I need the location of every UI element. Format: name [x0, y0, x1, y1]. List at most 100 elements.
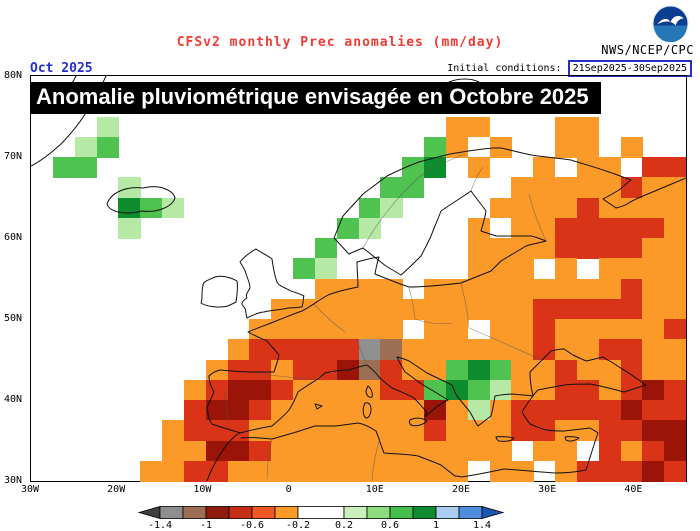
anomaly-cell — [511, 298, 534, 320]
anomaly-cell — [576, 460, 600, 482]
anomaly-cell — [96, 116, 119, 138]
anomaly-cell — [467, 217, 490, 239]
noaa-logo-svg — [652, 5, 689, 43]
anomaly-cell — [664, 238, 687, 259]
colorbar-segment — [274, 506, 299, 519]
anomaly-cell — [576, 157, 600, 178]
anomaly-cell — [576, 238, 600, 259]
anomaly-cell — [424, 339, 447, 360]
anomaly-cell — [271, 379, 294, 401]
anomaly-cell — [380, 379, 403, 401]
anomaly-cell — [162, 197, 185, 219]
anomaly-cell — [227, 339, 250, 360]
anomaly-cell — [183, 460, 207, 482]
anomaly-cell — [598, 177, 621, 198]
anomaly-cell — [249, 420, 272, 441]
anomaly-cell — [511, 217, 534, 239]
anomaly-cell — [358, 460, 381, 482]
anomaly-cell — [642, 278, 665, 300]
anomaly-cell — [380, 319, 403, 340]
anomaly-cell — [489, 420, 512, 441]
anomaly-cell — [249, 359, 272, 381]
anomaly-cell — [227, 400, 250, 421]
colorbar-segment — [343, 506, 368, 519]
anomaly-cell — [271, 339, 294, 360]
anomaly-cell — [380, 420, 403, 441]
anomaly-cell — [642, 440, 665, 462]
lon-tick-label: 0 — [285, 484, 292, 495]
anomaly-cell — [642, 258, 665, 279]
anomaly-cell — [96, 136, 119, 158]
anomaly-cell — [271, 460, 294, 482]
anomaly-cell — [52, 157, 76, 178]
anomaly-cell — [293, 460, 316, 482]
anomaly-cell — [205, 400, 228, 421]
country-borders — [223, 153, 547, 481]
anomaly-cell — [664, 400, 687, 421]
anomaly-cell — [358, 339, 381, 360]
anomaly-cell — [467, 420, 490, 441]
anomaly-cell — [489, 298, 512, 320]
anomaly-cell — [249, 339, 272, 360]
anomaly-cell — [664, 197, 687, 219]
anomaly-cell — [74, 136, 97, 158]
anomaly-cell — [555, 116, 578, 138]
forecast-month-label: Oct 2025 — [30, 61, 93, 76]
anomaly-cell — [445, 400, 469, 421]
anomaly-cell — [402, 460, 425, 482]
anomaly-cell — [424, 420, 447, 441]
anomaly-cell — [358, 298, 381, 320]
anomaly-cell — [642, 157, 665, 178]
anomaly-cell — [140, 460, 163, 482]
anomaly-cell — [402, 400, 425, 421]
anomaly-cell — [205, 420, 228, 441]
anomaly-cell — [620, 440, 643, 462]
colorbar-tick-label: 1 — [432, 520, 440, 531]
noaa-seagull-icon — [657, 15, 684, 26]
anomaly-cell — [227, 379, 250, 401]
colorbar-segment — [366, 506, 391, 519]
agency-label: NWS/NCEP/CPC — [601, 43, 694, 57]
anomaly-cell — [314, 319, 338, 340]
anomaly-cell — [314, 339, 338, 360]
colorbar-segment — [182, 506, 207, 519]
anomaly-cell — [336, 460, 359, 482]
lat-tick-label: 30N — [4, 475, 23, 486]
anomaly-cell — [358, 359, 381, 381]
colorbar-segment — [297, 506, 345, 519]
anomaly-cell — [358, 420, 381, 441]
anomaly-cell — [576, 278, 600, 300]
anomaly-cell — [598, 197, 621, 219]
anomaly-cell — [249, 460, 272, 482]
anomaly-cell — [489, 379, 512, 401]
anomaly-cell — [642, 379, 665, 401]
anomaly-cell — [576, 359, 600, 381]
anomaly-cell — [489, 319, 512, 340]
anomaly-cell — [664, 420, 687, 441]
lat-tick-label: 50N — [4, 313, 23, 324]
anomaly-cell — [555, 298, 578, 320]
initial-conditions-value: 21Sep2025-30Sep2025 — [567, 60, 692, 77]
anomaly-cell — [664, 339, 687, 360]
anomaly-cell — [511, 359, 534, 381]
anomaly-cell — [576, 298, 600, 320]
anomaly-cell — [642, 319, 665, 340]
anomaly-cell — [314, 258, 338, 279]
anomaly-cell — [533, 420, 556, 441]
anomaly-cell — [293, 298, 316, 320]
initial-conditions-label: Initial conditions: — [447, 63, 562, 74]
anomaly-cell — [642, 400, 665, 421]
anomaly-cell — [533, 157, 556, 178]
anomaly-cell — [140, 197, 163, 219]
colorbar-segment — [389, 506, 414, 519]
anomaly-cell — [664, 157, 687, 178]
anomaly-cell — [576, 420, 600, 441]
anomaly-cell — [511, 339, 534, 360]
anomaly-cell — [358, 197, 381, 219]
anomaly-cell — [489, 136, 512, 158]
anomaly-cell — [489, 460, 512, 482]
anomaly-cell — [576, 217, 600, 239]
anomaly-cell — [533, 339, 556, 360]
anomaly-cell — [467, 359, 490, 381]
anomaly-cell — [620, 278, 643, 300]
